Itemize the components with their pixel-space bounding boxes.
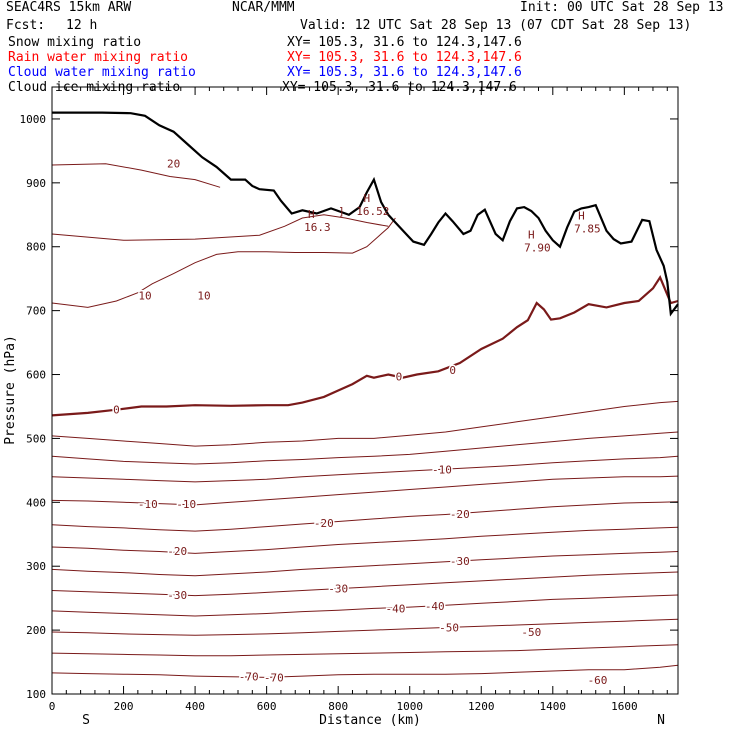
x-end-label-right: N bbox=[657, 713, 665, 728]
init-time: Init: 00 UTC Sat 28 Sep 13 bbox=[520, 0, 724, 15]
x-tick-label: 400 bbox=[185, 700, 205, 713]
x-end-label-left: S bbox=[82, 713, 90, 728]
high-value-label: 7.85 bbox=[574, 222, 601, 235]
isotherm-label: -70 bbox=[239, 671, 259, 684]
isotherm-label: -50 bbox=[521, 626, 541, 639]
y-tick-label: 500 bbox=[26, 432, 46, 445]
x-tick-label: 1400 bbox=[540, 700, 567, 713]
isotherm-line-4 bbox=[51, 400, 679, 447]
y-tick-label: 100 bbox=[26, 688, 46, 701]
isotherm-label: -30 bbox=[328, 583, 348, 596]
isotherm-label: 10 bbox=[138, 289, 151, 302]
fcst-value: 12 h bbox=[66, 18, 98, 33]
isotherm-label: -30 bbox=[450, 555, 470, 568]
isotherm-label: -20 bbox=[167, 545, 187, 558]
high-value-label: 7.90 bbox=[524, 241, 551, 254]
high-marker: H bbox=[363, 192, 370, 205]
y-tick-label: 1000 bbox=[20, 113, 47, 126]
isotherm-line-2 bbox=[51, 217, 396, 308]
y-tick-label: 600 bbox=[26, 369, 46, 382]
isotherm-label: 10 bbox=[197, 289, 210, 302]
y-tick-label: 700 bbox=[26, 305, 46, 318]
isotherm-label: 20 bbox=[167, 158, 180, 171]
isotherm-line-13 bbox=[51, 618, 679, 636]
legend-snow-label: Snow mixing ratio bbox=[8, 35, 142, 50]
isotherm-line-9 bbox=[51, 526, 679, 554]
fcst-label: Fcst: bbox=[6, 18, 46, 33]
isotherm-label: -50 bbox=[439, 622, 459, 635]
isotherm-label: -60 bbox=[588, 674, 608, 687]
axes-layer: 0 200 400 600 800 1000 1200 1400 160010020030040… bbox=[20, 87, 678, 713]
high-marker: H bbox=[578, 209, 585, 222]
isotherm-layer bbox=[51, 163, 679, 678]
x-tick-label: 200 bbox=[114, 700, 134, 713]
isotherm-label: -30 bbox=[167, 589, 187, 602]
isotherm-line-8 bbox=[51, 501, 679, 532]
y-tick-label: 800 bbox=[26, 241, 46, 254]
high-marker: H bbox=[528, 228, 535, 241]
isotherm-label: -20 bbox=[450, 508, 470, 521]
isotherm-line-10 bbox=[51, 551, 679, 577]
isotherm-label: 0 bbox=[113, 404, 120, 417]
isotherm-line-11 bbox=[51, 571, 679, 597]
isotherm-label: -40 bbox=[385, 602, 405, 615]
org-title: NCAR/MMM bbox=[232, 0, 295, 15]
legend-cloudwater-label: Cloud water mixing ratio bbox=[8, 65, 196, 80]
y-tick-label: 200 bbox=[26, 624, 46, 637]
legend-cloudwater-xy: XY= 105.3, 31.6 to 124.3,147.6 bbox=[287, 65, 522, 80]
legend-rain-xy: XY= 105.3, 31.6 to 124.3,147.6 bbox=[287, 50, 522, 65]
x-tick-label: 0 bbox=[49, 700, 56, 713]
legend-snow-xy: XY= 105.3, 31.6 to 124.3,147.6 bbox=[287, 35, 522, 50]
isotherm-line-14 bbox=[51, 644, 679, 657]
isotherm-label: -40 bbox=[425, 600, 445, 613]
isotherm-label: 0 bbox=[449, 364, 456, 377]
isotherm-line-5 bbox=[51, 431, 679, 465]
isotherm-line-1 bbox=[51, 214, 389, 241]
isotherm-line-6 bbox=[51, 455, 679, 483]
high-value-label: 16.3 bbox=[304, 221, 331, 234]
plot-frame bbox=[51, 86, 679, 695]
x-tick-label: 1600 bbox=[611, 700, 638, 713]
x-tick-label: 1200 bbox=[468, 700, 495, 713]
model-title: SEAC4RS 15km ARW bbox=[6, 0, 132, 15]
x-axis-label: Distance (km) bbox=[319, 713, 421, 728]
isotherm-line-0 bbox=[51, 163, 221, 188]
contour-label-layer: 20 10 10 0 0 0 -10 -10 -10 -20 -20 -20 -30 -30 -30 -40 -… bbox=[112, 156, 609, 688]
isotherm-label: -10 bbox=[176, 498, 196, 511]
legend-rain-label: Rain water mixing ratio bbox=[8, 50, 189, 65]
high-marker: H bbox=[308, 208, 315, 221]
terrain-layer bbox=[52, 111, 679, 317]
isotherm-label: -20 bbox=[314, 517, 334, 530]
y-tick-label: 300 bbox=[26, 560, 46, 573]
isotherm-label: -10 bbox=[138, 498, 158, 511]
y-tick-label: 900 bbox=[26, 177, 46, 190]
isotherm-line-15 bbox=[51, 664, 679, 678]
y-tick-label: 400 bbox=[26, 496, 46, 509]
isotherm-line-3 bbox=[51, 275, 679, 417]
valid-time: Valid: 12 UTC Sat 28 Sep 13 (07 CDT Sat … bbox=[300, 18, 692, 33]
x-tick-label: 600 bbox=[257, 700, 277, 713]
y-axis-label: Pressure (hPa) bbox=[3, 335, 18, 445]
x-tick-label: 800 bbox=[328, 700, 348, 713]
isotherm-label: 0 bbox=[396, 370, 403, 383]
terrain-line bbox=[52, 111, 679, 317]
isotherm-line-7 bbox=[51, 475, 679, 506]
x-tick-label: 1000 bbox=[396, 700, 423, 713]
isotherm-label: -10 bbox=[432, 464, 452, 477]
isotherm-label: -70 bbox=[264, 671, 284, 684]
isotherm-line-12 bbox=[51, 594, 679, 617]
contour-edge-mark: ] bbox=[338, 205, 345, 218]
high-value-label: 16.52 bbox=[356, 205, 389, 218]
